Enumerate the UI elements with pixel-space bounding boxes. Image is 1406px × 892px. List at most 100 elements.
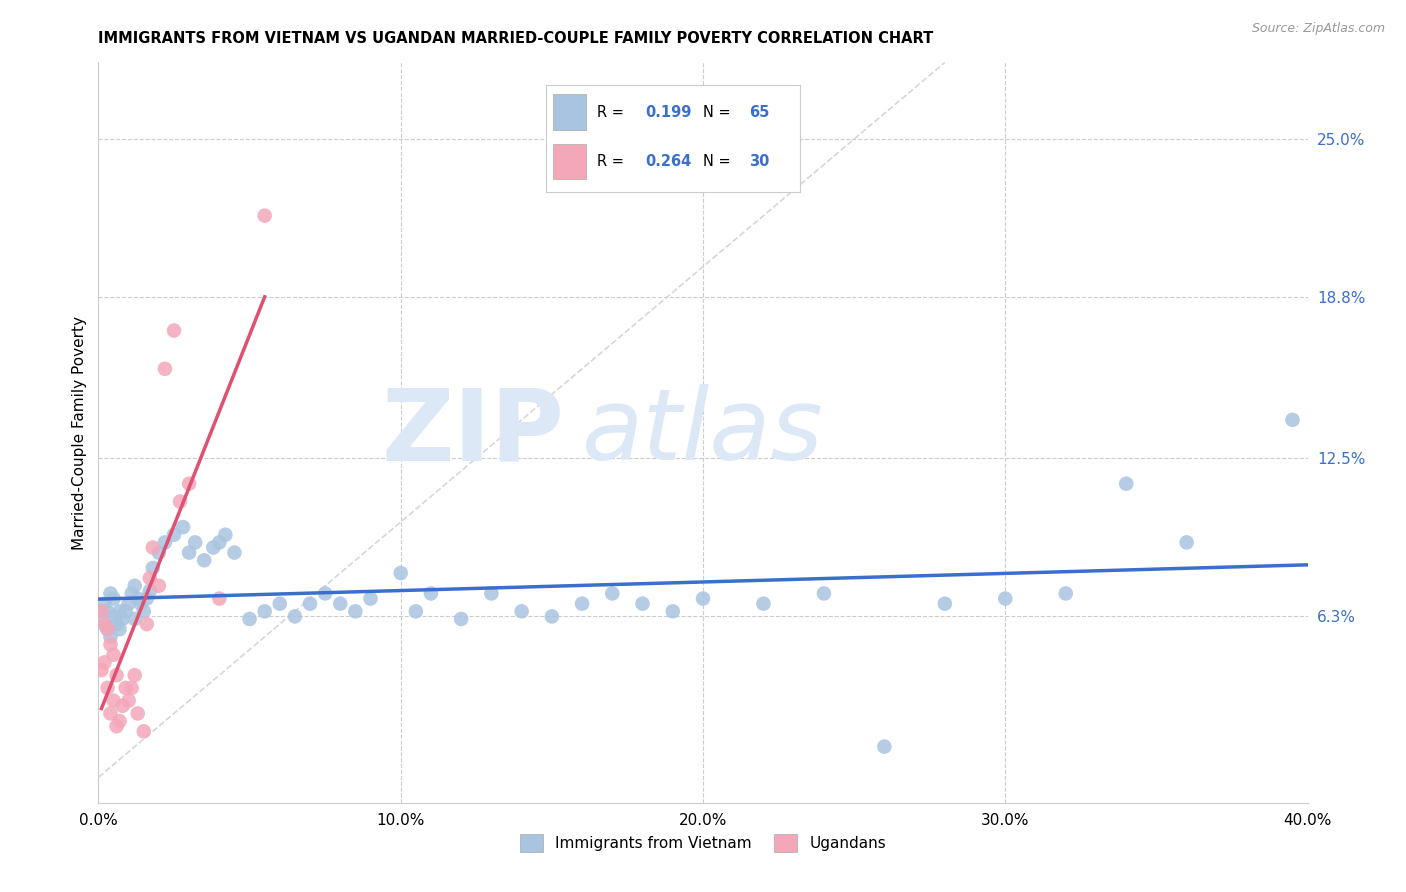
Point xyxy=(114,681,136,695)
Point xyxy=(90,604,112,618)
Point xyxy=(602,586,624,600)
Point xyxy=(132,604,155,618)
Point xyxy=(269,597,291,611)
Point xyxy=(127,706,149,721)
Point xyxy=(105,617,128,632)
Point xyxy=(405,604,427,618)
Text: ZIP: ZIP xyxy=(381,384,564,481)
Point xyxy=(103,591,125,606)
Point xyxy=(153,535,176,549)
Point xyxy=(934,597,956,611)
Legend: Immigrants from Vietnam, Ugandans: Immigrants from Vietnam, Ugandans xyxy=(513,829,893,858)
Point xyxy=(329,597,352,611)
Point xyxy=(124,668,146,682)
Point xyxy=(179,546,201,560)
Point xyxy=(631,597,654,611)
Point xyxy=(148,546,170,560)
Point xyxy=(214,527,236,541)
Point xyxy=(121,586,143,600)
Point xyxy=(692,591,714,606)
Point xyxy=(1115,476,1137,491)
Point xyxy=(100,638,122,652)
Point xyxy=(111,612,134,626)
Point xyxy=(118,597,141,611)
Point xyxy=(100,706,122,721)
Point xyxy=(179,476,201,491)
Point xyxy=(108,714,131,728)
Point xyxy=(813,586,835,600)
Point xyxy=(103,648,125,662)
Point xyxy=(96,622,118,636)
Point xyxy=(96,681,118,695)
Point xyxy=(571,597,593,611)
Point xyxy=(389,566,412,580)
Point xyxy=(118,694,141,708)
Point xyxy=(420,586,443,600)
Point xyxy=(1281,413,1303,427)
Text: Source: ZipAtlas.com: Source: ZipAtlas.com xyxy=(1251,22,1385,36)
Point xyxy=(299,597,322,611)
Point xyxy=(114,604,136,618)
Point xyxy=(148,579,170,593)
Point xyxy=(124,579,146,593)
Point xyxy=(224,546,246,560)
Point xyxy=(135,591,157,606)
Point xyxy=(142,561,165,575)
Point xyxy=(169,494,191,508)
Point xyxy=(994,591,1017,606)
Point xyxy=(661,604,683,618)
Point xyxy=(111,698,134,713)
Point xyxy=(172,520,194,534)
Point xyxy=(135,617,157,632)
Point xyxy=(90,604,112,618)
Point xyxy=(108,622,131,636)
Point xyxy=(103,609,125,624)
Point xyxy=(93,597,115,611)
Point xyxy=(163,324,186,338)
Point xyxy=(129,597,152,611)
Point xyxy=(90,663,112,677)
Point xyxy=(121,681,143,695)
Point xyxy=(193,553,215,567)
Point xyxy=(540,609,562,624)
Point xyxy=(184,535,207,549)
Point xyxy=(100,630,122,644)
Point xyxy=(142,541,165,555)
Point xyxy=(284,609,307,624)
Point xyxy=(139,571,162,585)
Point xyxy=(1054,586,1077,600)
Point xyxy=(105,668,128,682)
Point xyxy=(153,361,176,376)
Point xyxy=(93,656,115,670)
Point xyxy=(253,604,276,618)
Y-axis label: Married-Couple Family Poverty: Married-Couple Family Poverty xyxy=(72,316,87,549)
Point xyxy=(132,724,155,739)
Point xyxy=(450,612,472,626)
Point xyxy=(752,597,775,611)
Point xyxy=(344,604,367,618)
Point xyxy=(239,612,262,626)
Point xyxy=(360,591,382,606)
Point xyxy=(253,209,276,223)
Point xyxy=(873,739,896,754)
Point xyxy=(103,694,125,708)
Text: IMMIGRANTS FROM VIETNAM VS UGANDAN MARRIED-COUPLE FAMILY POVERTY CORRELATION CHA: IMMIGRANTS FROM VIETNAM VS UGANDAN MARRI… xyxy=(98,31,934,46)
Point xyxy=(208,535,231,549)
Point xyxy=(93,617,115,632)
Point xyxy=(124,612,146,626)
Point xyxy=(1175,535,1198,549)
Point xyxy=(100,586,122,600)
Point xyxy=(139,583,162,598)
Point xyxy=(96,604,118,618)
Point xyxy=(93,617,115,632)
Point xyxy=(208,591,231,606)
Point xyxy=(314,586,336,600)
Point xyxy=(163,527,186,541)
Point xyxy=(96,622,118,636)
Point xyxy=(105,719,128,733)
Point xyxy=(127,591,149,606)
Point xyxy=(108,604,131,618)
Point xyxy=(481,586,503,600)
Point xyxy=(202,541,225,555)
Point xyxy=(510,604,533,618)
